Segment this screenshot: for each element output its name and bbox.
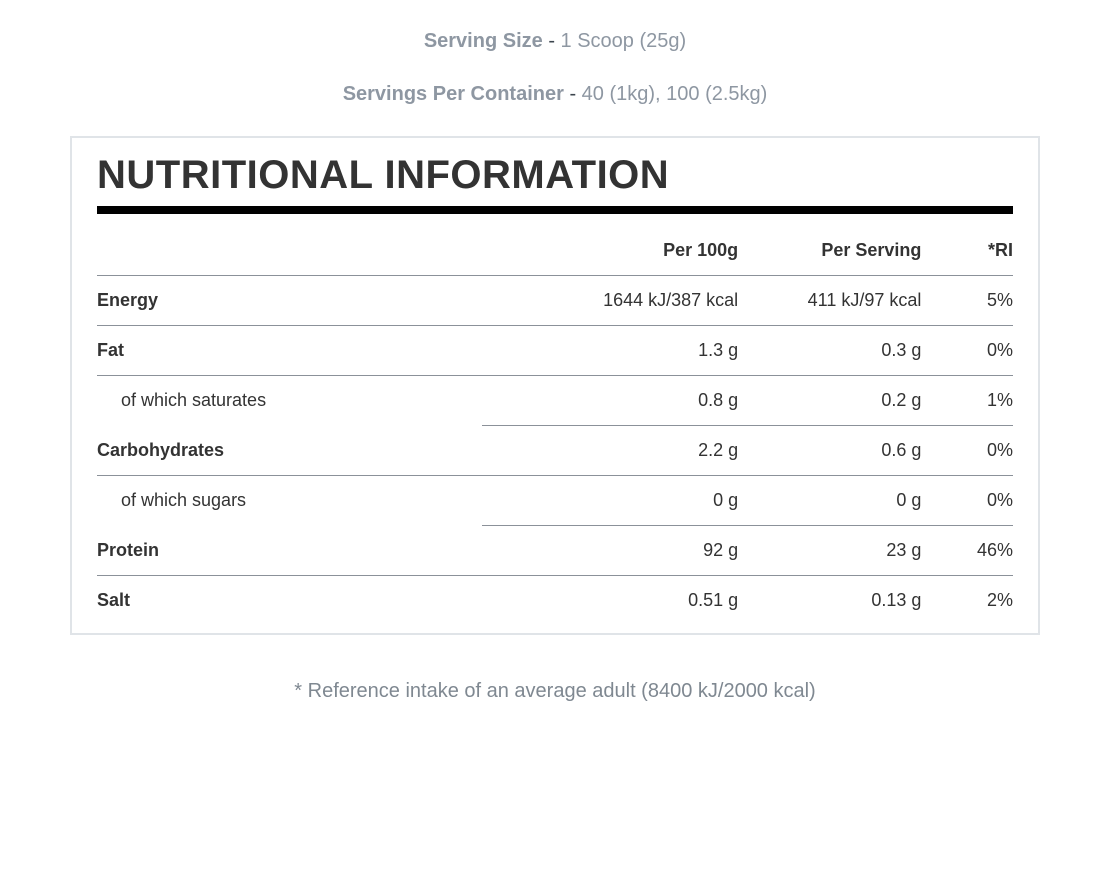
ri-value: 46% bbox=[921, 526, 1013, 576]
nutrition-panel: NUTRITIONAL INFORMATION Per 100g Per Ser… bbox=[70, 136, 1040, 635]
per-serving-value: 0.3 g bbox=[738, 326, 921, 376]
table-row: of which saturates0.8 g0.2 g1% bbox=[97, 376, 1013, 426]
col-header-per100: Per 100g bbox=[482, 214, 738, 276]
per-serving-value: 0.13 g bbox=[738, 576, 921, 626]
per-100g-value: 1644 kJ/387 kcal bbox=[482, 276, 738, 326]
serving-info: Serving Size - 1 Scoop (25g) Servings Pe… bbox=[0, 30, 1110, 106]
per-100g-value: 0 g bbox=[482, 476, 738, 526]
nutrient-name: Energy bbox=[97, 276, 482, 326]
panel-title: NUTRITIONAL INFORMATION bbox=[97, 153, 1013, 214]
servings-per-container-value: 40 (1kg), 100 (2.5kg) bbox=[582, 83, 768, 105]
serving-size-value: 1 Scoop (25g) bbox=[561, 30, 687, 52]
nutrient-name: Salt bbox=[97, 576, 482, 626]
ri-value: 1% bbox=[921, 376, 1013, 426]
serving-size-label: Serving Size bbox=[424, 30, 543, 52]
nutrient-name: of which saturates bbox=[97, 376, 482, 426]
ri-value: 5% bbox=[921, 276, 1013, 326]
servings-per-container-label: Servings Per Container bbox=[343, 83, 564, 105]
col-header-name bbox=[97, 214, 482, 276]
table-header-row: Per 100g Per Serving *RI bbox=[97, 214, 1013, 276]
table-row: of which sugars0 g0 g0% bbox=[97, 476, 1013, 526]
nutrition-table: Per 100g Per Serving *RI Energy1644 kJ/3… bbox=[97, 214, 1013, 625]
table-row: Salt0.51 g0.13 g2% bbox=[97, 576, 1013, 626]
table-row: Energy1644 kJ/387 kcal411 kJ/97 kcal5% bbox=[97, 276, 1013, 326]
table-row: Protein92 g23 g46% bbox=[97, 526, 1013, 576]
servings-per-container-line: Servings Per Container - 40 (1kg), 100 (… bbox=[0, 83, 1110, 106]
per-serving-value: 23 g bbox=[738, 526, 921, 576]
per-100g-value: 0.8 g bbox=[482, 376, 738, 426]
per-serving-value: 0.6 g bbox=[738, 426, 921, 476]
nutrient-name: of which sugars bbox=[97, 476, 482, 526]
per-100g-value: 1.3 g bbox=[482, 326, 738, 376]
per-100g-value: 92 g bbox=[482, 526, 738, 576]
table-row: Carbohydrates2.2 g0.6 g0% bbox=[97, 426, 1013, 476]
per-serving-value: 0.2 g bbox=[738, 376, 921, 426]
col-header-perserv: Per Serving bbox=[738, 214, 921, 276]
ri-value: 2% bbox=[921, 576, 1013, 626]
serving-size-line: Serving Size - 1 Scoop (25g) bbox=[0, 30, 1110, 53]
table-row: Fat1.3 g0.3 g0% bbox=[97, 326, 1013, 376]
ri-value: 0% bbox=[921, 326, 1013, 376]
col-header-ri: *RI bbox=[921, 214, 1013, 276]
nutrient-name: Carbohydrates bbox=[97, 426, 482, 476]
per-serving-value: 411 kJ/97 kcal bbox=[738, 276, 921, 326]
nutrient-name: Protein bbox=[97, 526, 482, 576]
ri-value: 0% bbox=[921, 476, 1013, 526]
per-serving-value: 0 g bbox=[738, 476, 921, 526]
nutrient-name: Fat bbox=[97, 326, 482, 376]
footnote: * Reference intake of an average adult (… bbox=[0, 680, 1110, 703]
ri-value: 0% bbox=[921, 426, 1013, 476]
per-100g-value: 0.51 g bbox=[482, 576, 738, 626]
per-100g-value: 2.2 g bbox=[482, 426, 738, 476]
